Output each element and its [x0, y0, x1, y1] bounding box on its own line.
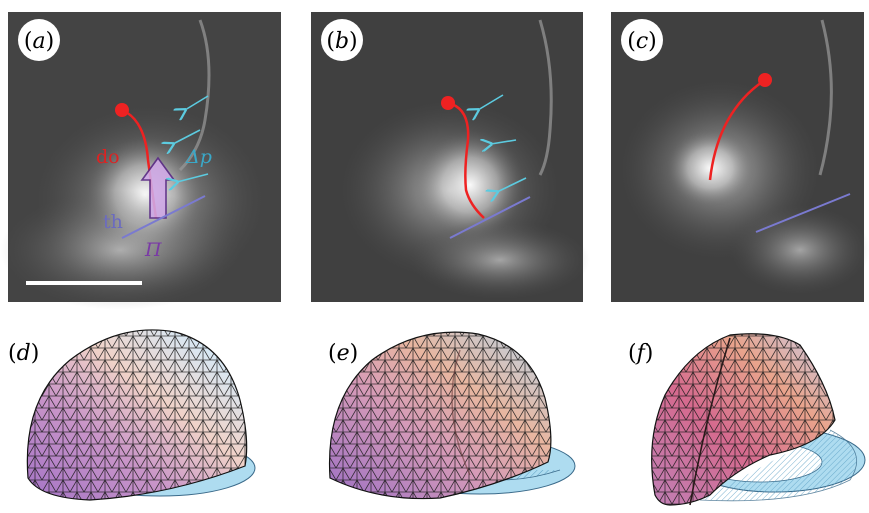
- cyan-arrow-a2: [173, 129, 201, 144]
- cyan-arrow-b3: [497, 177, 527, 192]
- label-delta-p: Δp: [185, 146, 212, 168]
- panel-b: (b): [311, 12, 590, 302]
- label-do: do: [96, 146, 120, 168]
- cyan-arrow-a1: [185, 95, 209, 110]
- cyan-arrow-b1: [478, 94, 504, 110]
- panel-f: (f): [628, 333, 866, 506]
- tip-dot-a: [115, 103, 129, 117]
- contour-b: [447, 101, 485, 219]
- panel-d: (d): [8, 329, 256, 501]
- panel-label-c: (c): [627, 29, 657, 54]
- pi-arrow: [140, 156, 176, 219]
- label-th: th: [103, 211, 123, 233]
- tip-dot-c: [758, 73, 772, 87]
- panel-label-d: (d): [8, 341, 39, 366]
- tip-dot-b: [441, 96, 455, 110]
- panel-label-bg-a: [18, 19, 60, 61]
- cyan-arrow-a3: [177, 173, 209, 182]
- contour-c: [708, 78, 766, 181]
- threshold-line-b: [449, 196, 531, 239]
- panel-label-e: (e): [328, 341, 358, 366]
- panel-e: (e): [328, 331, 576, 500]
- cyan-arrow-b2: [491, 140, 517, 144]
- threshold-line-a: [121, 195, 206, 239]
- panel-c: (c): [611, 12, 869, 302]
- panel-label-a: (a): [24, 29, 54, 54]
- panel-label-bg-b: [321, 19, 363, 61]
- threshold-line-c: [755, 193, 851, 233]
- panel-label-f: (f): [628, 341, 653, 366]
- panel-label-b: (b): [326, 29, 357, 54]
- panel-a: do Δp th Π (a): [0, 12, 281, 310]
- label-pi: Π: [144, 239, 162, 261]
- panel-label-bg-c: [621, 19, 663, 61]
